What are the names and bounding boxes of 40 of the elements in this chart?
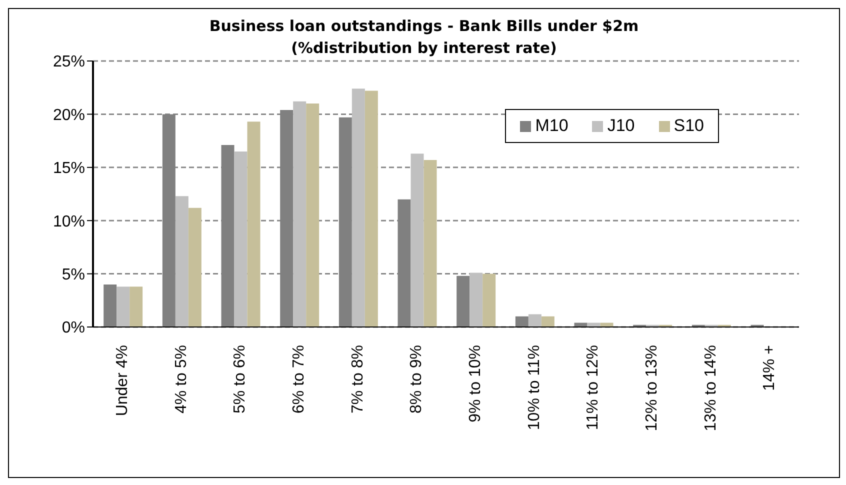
bar (234, 151, 248, 327)
x-tick-label: 10% to 11% (526, 345, 543, 430)
bar (306, 104, 320, 327)
bar (130, 286, 143, 327)
x-tick-label: 6% to 7% (290, 345, 308, 414)
bar (247, 122, 260, 327)
bar (293, 101, 306, 327)
x-tick-label: 9% to 10% (466, 345, 484, 422)
x-tick-label: 5% to 6% (232, 345, 249, 414)
bar (424, 160, 437, 327)
bar (541, 316, 554, 327)
legend-label: M10 (534, 116, 568, 136)
x-tick-label: 13% to 14% (702, 345, 720, 432)
y-tick-label: 0% (62, 320, 85, 337)
y-tick-label: 10% (52, 213, 85, 230)
legend-label: S10 (672, 116, 704, 136)
bar (470, 272, 483, 327)
x-tick-label: 8% to 9% (408, 345, 426, 414)
legend-label: J10 (606, 116, 635, 136)
bar (410, 154, 424, 327)
bar (352, 88, 365, 327)
y-tick-label: 25% (52, 54, 85, 71)
bar (188, 208, 202, 327)
bar (600, 322, 614, 327)
y-tick-label: 15% (52, 160, 85, 178)
bar (587, 322, 600, 327)
bar (482, 274, 496, 327)
bar (175, 196, 188, 327)
x-tick-label: 14% + (761, 345, 778, 391)
x-tick-label: 11% to 12% (584, 345, 602, 430)
x-tick-label: 7% to 8% (349, 345, 366, 414)
bar (116, 286, 130, 327)
x-tick-label: 12% to 13% (643, 345, 660, 432)
x-tick-label: Under 4% (114, 345, 131, 416)
y-tick-label: 20% (52, 106, 85, 124)
bar (364, 90, 378, 327)
bar (528, 314, 542, 327)
chart-title: Business loan outstandings - Bank Bills under $2m (%distribution by interest rate) (208, 16, 640, 57)
x-tick-label: 4% to 5% (172, 345, 190, 414)
y-tick-label: 5% (62, 266, 85, 284)
